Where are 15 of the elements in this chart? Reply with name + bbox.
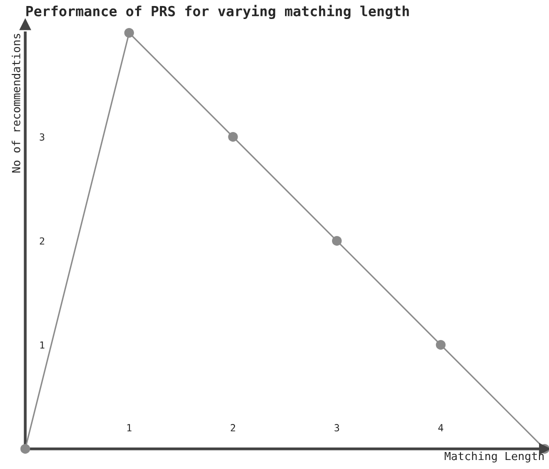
point xyxy=(228,132,238,142)
point xyxy=(124,28,134,38)
x-tick-label: 3 xyxy=(334,424,340,432)
chart-title: Performance of PRS for varying matching length xyxy=(26,4,409,20)
x-axis-title: Matching Length xyxy=(444,452,544,462)
y-tick-label: 2 xyxy=(40,237,44,245)
point xyxy=(20,444,30,454)
y-tick-label: 1 xyxy=(40,341,44,349)
x-tick-label: 1 xyxy=(127,424,132,432)
point xyxy=(332,236,342,246)
y-tick-label: 3 xyxy=(40,133,44,141)
point xyxy=(436,340,446,350)
y-axis-title: No of recommendations xyxy=(12,34,20,173)
x-tick-label: 4 xyxy=(438,424,444,432)
x-tick-label: 2 xyxy=(230,424,236,432)
